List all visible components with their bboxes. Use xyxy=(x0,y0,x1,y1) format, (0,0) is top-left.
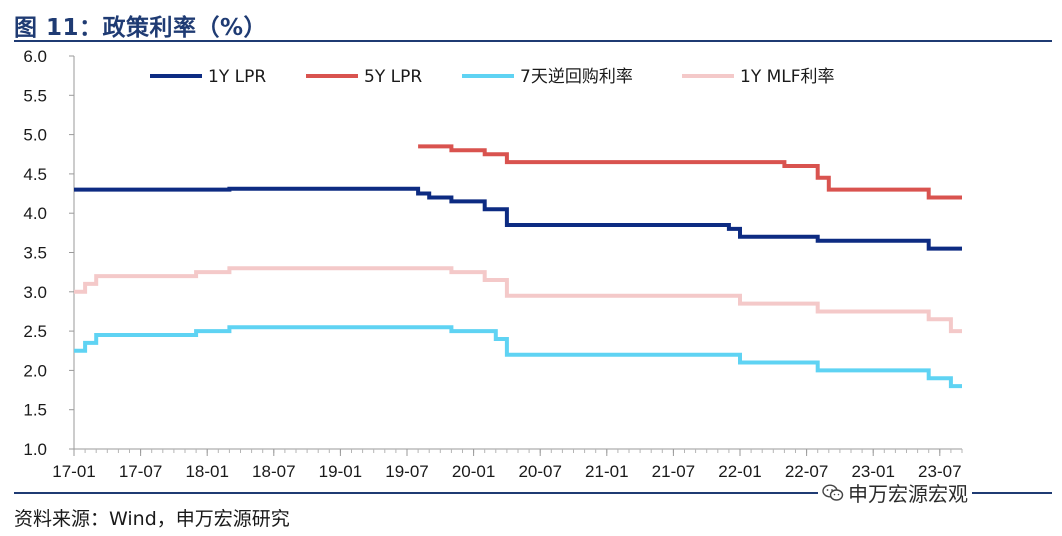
y-tick-label: 2.5 xyxy=(23,322,47,341)
x-tick-label: 20-01 xyxy=(452,462,495,481)
y-tick-label: 4.5 xyxy=(23,165,47,184)
chart-title: 图 11：政策利率（%） xyxy=(14,15,268,41)
footer-rule xyxy=(14,492,1052,494)
y-tick-label: 1.5 xyxy=(23,401,47,420)
y-tick-label: 5.5 xyxy=(23,86,47,105)
series-line-1 xyxy=(418,144,962,200)
policy-rate-chart: 1.0 1.5 2.0 2.5 3.0 3.5 4.0 4.5 5.0 5.5 6.0 17-01 17… xyxy=(23,47,963,481)
source-note: 资料来源：Wind，申万宏源研究 xyxy=(14,508,290,530)
legend-label-3: 1Y MLF利率 xyxy=(740,67,835,87)
x-tick-label: 21-01 xyxy=(585,462,628,481)
series-line-3 xyxy=(74,266,962,334)
legend-label-1: 5Y LPR xyxy=(364,67,422,87)
y-tick-label: 3.0 xyxy=(23,283,47,302)
x-tick-label: 22-01 xyxy=(718,462,761,481)
x-tick-label: 23-01 xyxy=(851,462,894,481)
y-tick-label: 4.0 xyxy=(23,204,47,223)
legend-label-2: 7天逆回购利率 xyxy=(520,67,633,87)
y-tick-label: 1.0 xyxy=(23,440,47,459)
chart-axes: 1.0 1.5 2.0 2.5 3.0 3.5 4.0 4.5 5.0 5.5 6.0 17-01 17… xyxy=(23,47,963,481)
series-line-2 xyxy=(74,325,962,389)
watermark-text: 申万宏源宏观 xyxy=(848,482,968,506)
title-rule xyxy=(14,40,1052,42)
chart-legend: 1Y LPR 5Y LPR 7天逆回购利率 1Y MLF利率 xyxy=(150,67,835,87)
x-tick-label: 18-01 xyxy=(185,462,228,481)
x-tick-label: 18-07 xyxy=(252,462,295,481)
x-tick-label: 22-07 xyxy=(785,462,828,481)
x-tick-label: 19-01 xyxy=(319,462,362,481)
y-tick-label: 3.5 xyxy=(23,244,47,263)
x-tick-label: 17-01 xyxy=(52,462,95,481)
y-tick-label: 5.0 xyxy=(23,126,47,145)
x-tick-label: 19-07 xyxy=(385,462,428,481)
wechat-icon xyxy=(822,483,844,501)
x-tick-label: 21-07 xyxy=(652,462,695,481)
x-tick-label: 17-07 xyxy=(119,462,162,481)
chart-series-lines xyxy=(74,144,962,389)
y-tick-label: 6.0 xyxy=(23,47,47,66)
series-line-0 xyxy=(74,186,962,251)
legend-label-0: 1Y LPR xyxy=(208,67,266,87)
x-tick-label: 20-07 xyxy=(518,462,561,481)
x-tick-label: 23-07 xyxy=(918,462,961,481)
y-tick-label: 2.0 xyxy=(23,361,47,380)
watermark: 申万宏源宏观 xyxy=(818,478,972,507)
